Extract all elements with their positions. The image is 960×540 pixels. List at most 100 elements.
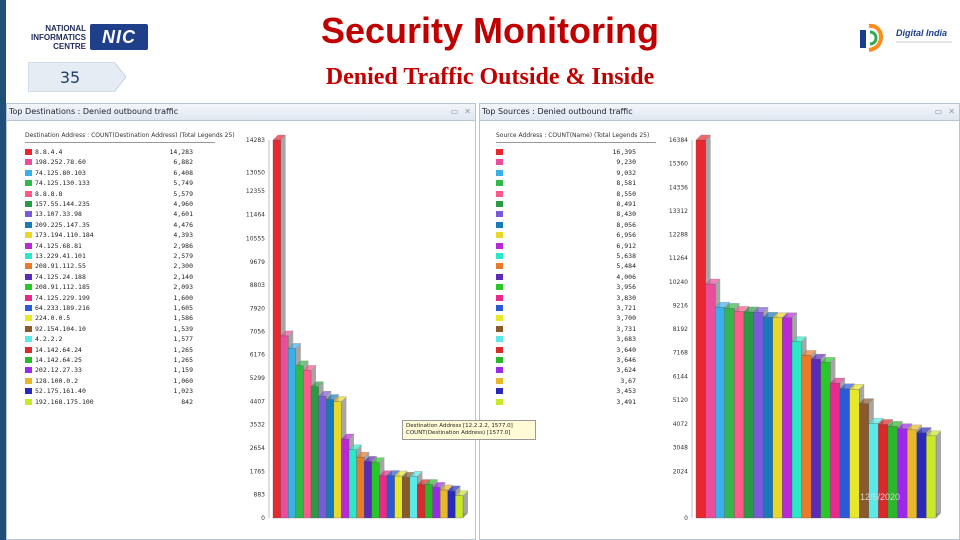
legend-label: 64.233.189.216 <box>35 304 90 312</box>
legend-value: 9,230 <box>616 158 636 167</box>
legend-swatch <box>25 159 32 166</box>
legend-item[interactable]: 3,67 <box>496 377 640 385</box>
close-icon[interactable]: ✕ <box>464 107 471 116</box>
legend-item[interactable]: 202.12.27.33 1,159 <box>25 366 197 374</box>
legend-item[interactable]: 52.175.161.40 1,023 <box>25 387 197 395</box>
legend-value: 3,683 <box>616 335 636 344</box>
legend-swatch <box>496 169 503 176</box>
bar-front <box>402 477 410 519</box>
legend-swatch <box>496 315 503 322</box>
bar-top <box>356 451 370 458</box>
legend-item[interactable]: 208.91.112.55 2,300 <box>25 262 197 270</box>
legend-value: 2,093 <box>173 283 193 292</box>
legend-item[interactable]: 173.194.110.184 4,393 <box>25 231 197 239</box>
legend-item[interactable]: 14.142.64.25 1,265 <box>25 356 197 364</box>
restore-icon[interactable]: ▭ <box>450 107 459 116</box>
legend-swatch <box>25 253 32 259</box>
legend-item[interactable]: 8,430 <box>496 210 640 218</box>
legend-item[interactable]: 3,646 <box>496 356 640 364</box>
legend-item[interactable]: 224.0.0.5 1,586 <box>25 314 197 322</box>
legend-value: 3,453 <box>616 387 636 396</box>
legend-item[interactable]: 5,638 <box>496 252 640 260</box>
legend-item[interactable]: 8,550 <box>496 190 640 198</box>
legend-item[interactable]: 74.125.68.81 2,986 <box>25 242 197 250</box>
legend-item[interactable]: 8.8.8.8 5,579 <box>25 190 197 198</box>
digital-india-text: Digital India <box>896 28 947 38</box>
legend-item[interactable]: 92.154.104.10 1,539 <box>25 325 197 333</box>
legend-item[interactable]: 3,683 <box>496 335 640 343</box>
legend-swatch <box>496 336 503 343</box>
legend-label: 208.91.112.55 <box>35 262 86 271</box>
legend-item[interactable]: 208.91.112.185 2,093 <box>25 283 197 291</box>
legend-swatch <box>25 242 32 249</box>
bar-front <box>887 426 898 519</box>
close-icon[interactable]: ✕ <box>948 107 955 116</box>
legend-item[interactable]: 3,956 <box>496 283 640 291</box>
bar-top <box>295 360 309 367</box>
legend-item[interactable]: 74.125.130.133 5,749 <box>25 179 197 187</box>
legend-item[interactable]: 6,956 <box>496 231 640 239</box>
legend-item[interactable]: 157.55.144.235 4,960 <box>25 200 197 208</box>
legend-item[interactable]: 4.2.2.2 1,577 <box>25 335 197 343</box>
legend-item[interactable]: 3,731 <box>496 325 640 333</box>
legend-item[interactable]: 74.125.24.188 2,140 <box>25 273 197 281</box>
legend-item[interactable]: 192.168.175.100 842 <box>25 398 197 406</box>
y-tick-label: 15360 <box>669 161 688 168</box>
legend-item[interactable]: 6,912 <box>496 242 640 250</box>
legend-value: 6,956 <box>616 231 636 240</box>
legend-swatch <box>25 325 32 332</box>
legend-item[interactable]: 3,491 <box>496 398 640 406</box>
legend-item[interactable]: 9,230 <box>496 158 640 166</box>
legend-item[interactable]: 3,453 <box>496 387 640 395</box>
legend-value: 4,960 <box>173 200 193 208</box>
legend-swatch <box>25 305 32 311</box>
legend-item[interactable]: 8,056 <box>496 221 640 229</box>
nic-logo: NATIONAL INFORMATICS CENTRE NIC <box>14 18 148 58</box>
legend-value: 1,586 <box>173 314 193 323</box>
bar-front <box>295 365 304 519</box>
legend-swatch <box>25 149 32 155</box>
bar-front <box>772 317 783 519</box>
legend-item[interactable]: 198.252.78.60 6,882 <box>25 158 197 166</box>
legend-value: 1,023 <box>173 387 193 396</box>
legend-item[interactable]: 3,721 <box>496 304 640 312</box>
legend-item[interactable]: 3,640 <box>496 346 640 354</box>
legend-item[interactable]: 64.233.189.216 1,605 <box>25 304 197 312</box>
bar-top <box>432 482 446 488</box>
bar-top <box>714 302 731 308</box>
legend-item[interactable]: 14.142.64.24 1,265 <box>25 346 197 354</box>
bar-front <box>333 401 342 519</box>
legend-item[interactable]: 4,006 <box>496 273 640 281</box>
legend-item[interactable]: 13.107.33.98 4,601 <box>25 210 197 218</box>
legend-item[interactable]: 3,830 <box>496 294 640 302</box>
sources-bar-chart: 0 2024 3048 4072 5120 6144 7168 8192 9216 10240 11… <box>669 134 942 522</box>
restore-icon[interactable]: ▭ <box>934 107 943 116</box>
legend-item[interactable]: 3,700 <box>496 314 640 322</box>
bar-top <box>878 419 894 425</box>
legend-item[interactable]: 13.229.41.101 2,579 <box>25 252 197 260</box>
legend-item[interactable]: 8,581 <box>496 179 640 187</box>
bar[interactable] <box>926 430 942 519</box>
legend-item[interactable]: 8,491 <box>496 200 640 208</box>
legend-value: 3,646 <box>616 356 636 364</box>
legend-swatch <box>496 273 503 280</box>
legend-item[interactable]: 8.8.4.4 14,283 <box>25 148 197 156</box>
legend-item[interactable]: 209.225.147.35 4,476 <box>25 221 197 229</box>
legend-item[interactable]: 9,032 <box>496 169 640 177</box>
legend-swatch <box>25 180 32 187</box>
bar-top <box>341 433 355 440</box>
bar-top <box>348 444 362 450</box>
bar-front <box>820 362 831 519</box>
legend-item[interactable]: 74.125.80.103 6,408 <box>25 169 197 177</box>
slide-accent-bar <box>0 0 6 540</box>
legend-item[interactable]: 74.125.229.199 1,600 <box>25 294 197 302</box>
legend-item[interactable]: 16,395 <box>496 148 640 156</box>
legend-value: 2,300 <box>173 262 193 271</box>
bar[interactable] <box>455 490 469 519</box>
bar-top <box>439 484 454 491</box>
legend-item[interactable]: 128.100.0.2 1,060 <box>25 377 197 385</box>
legend-item[interactable]: 3,624 <box>496 366 640 374</box>
legend-swatch <box>496 294 503 301</box>
legend-header: Destination Address : COUNT(Destination … <box>25 132 235 139</box>
legend-item[interactable]: 5,484 <box>496 262 640 270</box>
